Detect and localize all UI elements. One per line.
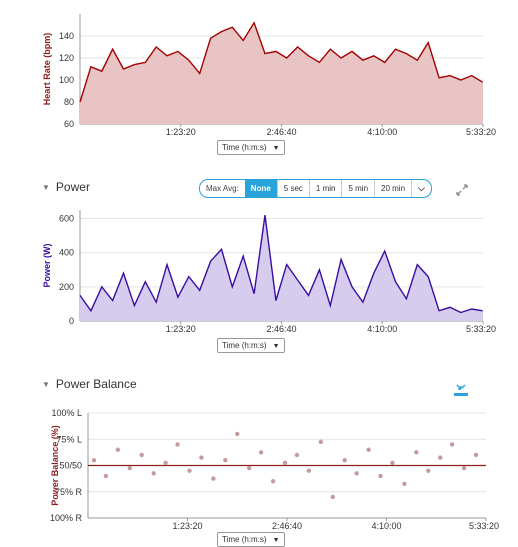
balance-point — [151, 471, 155, 475]
balance-point — [331, 495, 335, 499]
caret-down-icon: ▼ — [273, 537, 280, 544]
balance-point — [283, 461, 287, 465]
balance-point — [414, 450, 418, 454]
balance-point — [116, 448, 120, 452]
balance-point — [140, 453, 144, 457]
balance-point — [235, 432, 239, 436]
balance-point — [259, 450, 263, 454]
balance-point — [366, 448, 370, 452]
balance-point — [163, 461, 167, 465]
balance-point — [187, 469, 191, 473]
balance-point — [92, 458, 96, 462]
balance-point — [199, 455, 203, 459]
balance-point — [450, 442, 454, 446]
y-tick-label: 100% L — [51, 408, 82, 418]
y-tick-label: 50/50 — [59, 461, 82, 471]
balance-point — [104, 474, 108, 478]
x-tick-label: 1:23:20 — [172, 521, 202, 531]
balance-point — [474, 453, 478, 457]
y-axis-title: Power Balance (%) — [50, 425, 60, 506]
balance-point — [438, 455, 442, 459]
balance-point — [223, 458, 227, 462]
balance-point — [128, 466, 132, 470]
balance-point — [378, 474, 382, 478]
x-tick-label: 2:46:40 — [272, 521, 302, 531]
balance-point — [271, 479, 275, 483]
balance-point — [247, 466, 251, 470]
balance-point — [307, 469, 311, 473]
balance-point — [390, 461, 394, 465]
y-tick-label: 75% L — [56, 434, 82, 444]
balance-point — [426, 469, 430, 473]
balance-point — [319, 440, 323, 444]
balance-point — [462, 466, 466, 470]
balance-point — [175, 442, 179, 446]
x-tick-label: 4:10:00 — [371, 521, 401, 531]
balance-point — [402, 482, 406, 486]
balance-point — [343, 458, 347, 462]
balance-point — [295, 453, 299, 457]
balance-point — [211, 476, 215, 480]
y-tick-label: 100% R — [50, 513, 83, 523]
balance-point — [354, 471, 358, 475]
x-tick-label: 5:33:20 — [469, 521, 499, 531]
